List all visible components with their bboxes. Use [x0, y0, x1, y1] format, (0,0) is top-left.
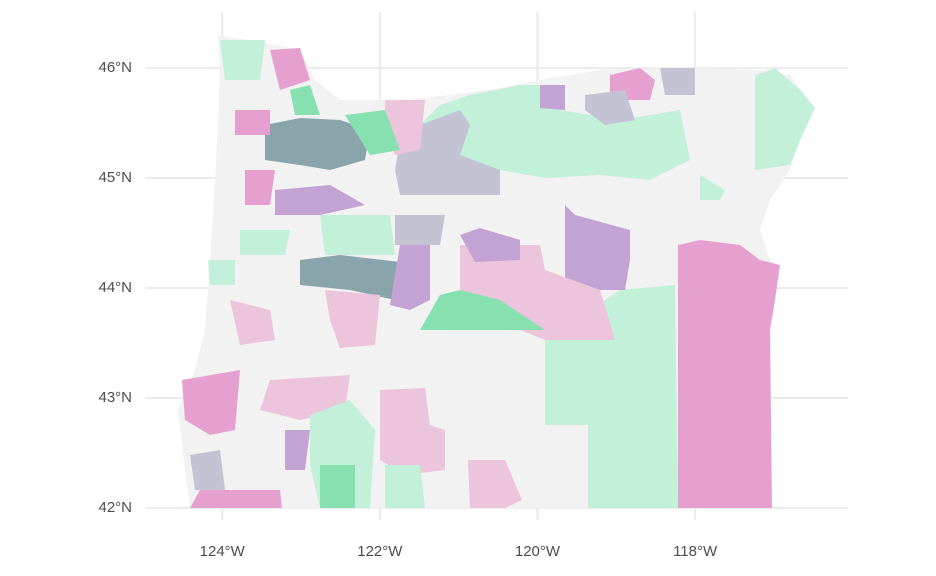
region — [420, 290, 545, 330]
region — [678, 240, 780, 508]
x-tick-label: 124°W — [200, 543, 246, 560]
region — [208, 260, 235, 285]
region — [395, 215, 445, 245]
region — [182, 370, 240, 435]
region — [245, 170, 275, 205]
region — [270, 48, 310, 90]
region — [755, 68, 815, 170]
region — [660, 68, 695, 95]
region — [290, 85, 320, 115]
region — [220, 40, 265, 80]
region — [345, 110, 400, 155]
region — [325, 290, 380, 348]
region — [460, 228, 520, 262]
region — [585, 90, 635, 125]
region — [700, 175, 725, 200]
region — [385, 465, 425, 508]
region — [235, 110, 270, 135]
y-tick-label: 44°N — [98, 279, 132, 296]
y-tick-label: 45°N — [98, 169, 132, 186]
region — [190, 450, 225, 490]
region — [300, 255, 400, 300]
region — [468, 460, 522, 508]
region — [275, 185, 365, 215]
x-tick-label: 118°W — [673, 543, 718, 560]
x-tick-label: 122°W — [357, 543, 403, 560]
oregon-map — [178, 36, 815, 508]
y-tick-label: 43°N — [98, 389, 132, 406]
y-tick-label: 42°N — [98, 499, 132, 516]
region — [265, 118, 370, 170]
region — [320, 215, 395, 255]
x-tick-label: 120°W — [515, 543, 561, 560]
region — [240, 230, 290, 255]
y-tick-label: 46°N — [98, 59, 132, 76]
region — [390, 240, 430, 310]
region — [380, 388, 445, 475]
region — [565, 205, 630, 290]
region — [545, 285, 678, 508]
region — [230, 300, 275, 345]
region — [420, 85, 690, 180]
region — [285, 430, 310, 470]
region — [320, 465, 355, 508]
region — [190, 490, 282, 508]
region — [540, 85, 565, 110]
